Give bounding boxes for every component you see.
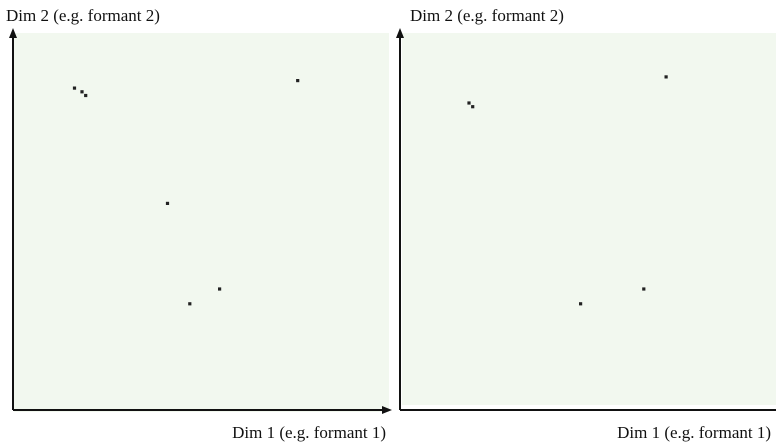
right-x-axis-label: Dim 1 (e.g. formant 1) [617,423,771,442]
left-y-axis-arrowhead [9,28,17,38]
left-data-point-2 [80,90,84,94]
left-data-points [72,79,300,306]
right-data-point-1 [467,101,471,105]
left-data-point-4 [296,79,300,83]
right-data-point-5 [642,287,646,291]
left-panel: Dim 2 (e.g. formant 2) Dim 1 (e.g. forma… [6,6,392,442]
left-data-point-5 [165,201,170,205]
left-x-axis-arrowhead [382,406,392,414]
left-data-point-6 [218,287,222,291]
right-panel: Dim 2 (e.g. formant 2) Dim 1 (e.g. forma… [396,6,776,442]
left-data-point-3 [84,93,88,98]
right-panel-background [402,33,776,405]
left-data-point-1 [72,86,77,90]
left-x-axis-label: Dim 1 (e.g. formant 1) [232,423,386,442]
right-data-points [467,75,668,306]
left-y-axis-label: Dim 2 (e.g. formant 2) [6,6,160,25]
right-data-point-4 [579,302,583,306]
right-y-axis-arrowhead [396,28,404,38]
right-y-axis-label: Dim 2 (e.g. formant 2) [410,6,564,25]
left-data-point-7 [188,302,192,306]
left-panel-background [14,33,389,412]
right-data-point-3 [664,75,668,79]
right-data-point-2 [471,105,475,109]
